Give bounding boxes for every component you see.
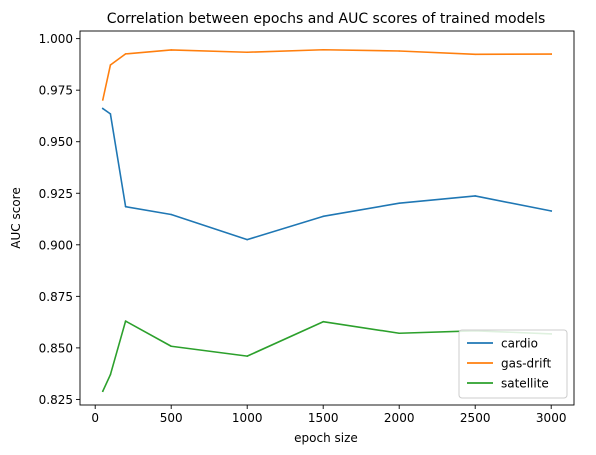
data-point-cardio	[124, 205, 127, 208]
legend-label-satellite: satellite	[501, 377, 549, 391]
legend-label-cardio: cardio	[501, 337, 538, 351]
data-point-cardio	[170, 213, 172, 216]
x-tick-label: 500	[160, 411, 183, 425]
x-tick-label: 1500	[308, 411, 339, 425]
data-point-satellite	[322, 320, 325, 323]
data-point-cardio	[102, 107, 104, 110]
x-axis-label: epoch size	[294, 431, 358, 445]
x-tick-label: 1000	[232, 411, 263, 425]
y-tick-label: 0.900	[39, 238, 73, 252]
y-tick-label: 0.925	[39, 187, 73, 201]
chart-title: Correlation between epochs and AUC score…	[107, 11, 546, 27]
data-point-satellite	[102, 390, 104, 392]
data-point-satellite	[246, 355, 248, 357]
data-point-cardio	[322, 215, 325, 218]
data-point-satellite	[124, 320, 127, 322]
data-point-satellite	[398, 332, 401, 335]
x-tick-label: 2500	[460, 411, 491, 425]
data-point-gas-drift	[550, 53, 552, 55]
data-point-satellite	[170, 345, 172, 348]
data-point-satellite	[109, 373, 112, 376]
y-tick-label: 0.875	[39, 290, 73, 304]
x-tick-label: 3000	[536, 411, 567, 425]
x-tick-label: 2000	[384, 411, 415, 425]
x-tick-label: 0	[91, 411, 99, 425]
series-line-cardio	[101, 107, 553, 241]
data-point-cardio	[550, 210, 552, 212]
data-point-cardio	[109, 113, 112, 115]
data-point-cardio	[398, 202, 401, 204]
data-point-gas-drift	[102, 99, 104, 101]
y-tick-label: 0.975	[39, 84, 73, 98]
data-point-gas-drift	[246, 51, 248, 54]
legend-box	[458, 329, 568, 399]
y-axis-label: AUC score	[9, 187, 23, 248]
data-point-gas-drift	[124, 53, 127, 55]
y-tick-label: 0.850	[39, 341, 73, 355]
data-point-cardio	[474, 195, 477, 197]
y-tick-label: 0.825	[39, 393, 73, 407]
data-point-gas-drift	[109, 64, 112, 66]
data-point-gas-drift	[322, 48, 325, 51]
data-point-gas-drift	[474, 53, 477, 56]
y-tick-label: 0.950	[39, 135, 73, 149]
legend-label-gas-drift: gas-drift	[501, 357, 551, 371]
data-point-gas-drift	[398, 50, 401, 52]
series-line-gas-drift	[101, 48, 553, 101]
data-point-gas-drift	[170, 49, 172, 51]
plot-frame	[79, 30, 575, 406]
y-tick-label: 1.000	[39, 32, 73, 46]
data-point-cardio	[246, 238, 248, 241]
